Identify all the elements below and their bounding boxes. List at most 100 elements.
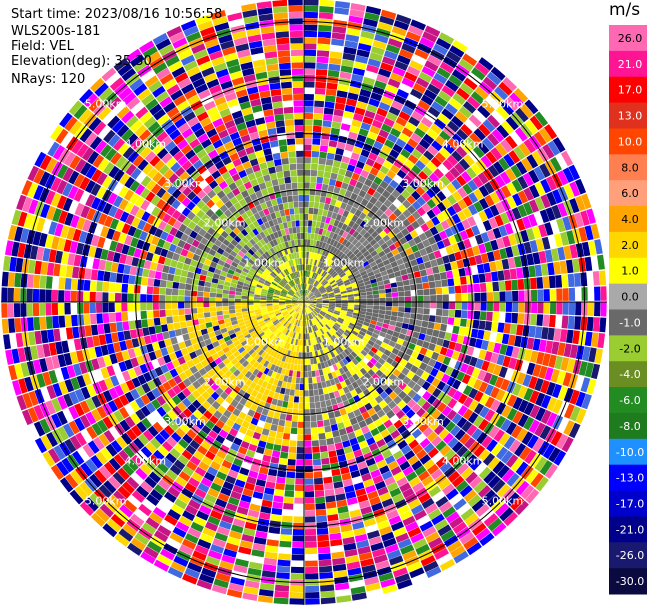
ray-gate xyxy=(388,515,402,526)
ray-gate xyxy=(508,233,517,246)
ray-gate xyxy=(359,88,372,98)
ray-gate xyxy=(290,338,295,345)
ray-gate xyxy=(377,317,384,323)
ray-gate xyxy=(291,547,304,555)
ray-gate xyxy=(216,293,223,298)
ray-gate xyxy=(367,302,374,306)
ray-gate xyxy=(534,111,549,127)
ray-gate xyxy=(311,279,316,286)
ray-gate xyxy=(315,316,320,323)
ray-gate xyxy=(309,285,314,291)
ray-gate xyxy=(518,290,525,302)
ray-gate xyxy=(312,279,317,286)
ray-gate xyxy=(487,456,500,470)
ray-gate xyxy=(387,230,396,239)
ray-gate xyxy=(223,314,230,319)
ray-gate xyxy=(130,472,144,485)
ray-gate xyxy=(348,220,356,228)
ray-gate xyxy=(279,374,285,381)
ray-gate xyxy=(228,294,235,299)
ray-gate xyxy=(517,413,529,428)
ray-gate xyxy=(524,302,531,313)
ray-gate xyxy=(252,431,262,440)
ray-gate xyxy=(320,362,326,369)
ray-gate xyxy=(426,198,437,209)
ray-gate xyxy=(459,531,475,545)
ray-gate xyxy=(492,227,502,239)
ray-gate xyxy=(425,531,440,544)
ray-gate xyxy=(450,545,466,558)
ray-gate xyxy=(254,485,265,494)
ray-gate xyxy=(311,286,316,293)
ray-gate xyxy=(345,315,352,320)
ray-gate xyxy=(148,269,156,279)
ray-gate xyxy=(463,489,477,503)
ray-gate xyxy=(126,459,139,472)
ray-gate xyxy=(574,375,585,391)
ray-gate xyxy=(342,358,349,366)
ray-gate xyxy=(350,403,359,412)
ray-gate xyxy=(367,339,375,347)
ray-gate xyxy=(395,532,410,543)
ray-gate xyxy=(306,314,308,321)
ray-gate xyxy=(288,316,293,323)
ray-gate xyxy=(423,150,435,161)
ray-gate xyxy=(522,374,532,387)
ray-gate xyxy=(295,319,299,326)
ray-gate xyxy=(435,315,442,324)
ray-gate xyxy=(309,326,313,333)
ray-gate xyxy=(371,365,379,373)
ray-gate xyxy=(493,291,500,302)
ray-gate xyxy=(427,54,442,67)
ray-gate xyxy=(317,247,322,254)
ray-gate xyxy=(127,293,134,302)
ray-gate xyxy=(346,561,361,570)
ray-gate xyxy=(439,61,455,74)
ray-gate xyxy=(397,538,412,549)
ray-gate xyxy=(327,386,334,394)
ray-gate xyxy=(414,465,427,476)
ray-gate xyxy=(290,573,304,580)
ray-gate xyxy=(402,340,410,348)
ray-gate xyxy=(108,302,115,313)
ray-gate xyxy=(292,338,297,345)
ray-gate xyxy=(455,293,462,302)
ray-gate xyxy=(360,298,367,302)
ray-gate xyxy=(411,573,428,585)
ray-gate xyxy=(309,319,313,326)
ray-gate xyxy=(305,308,308,314)
ray-gate xyxy=(364,192,373,202)
ray-gate xyxy=(400,328,408,335)
ray-gate xyxy=(277,380,283,388)
ray-gate xyxy=(326,331,332,338)
ray-gate xyxy=(397,439,408,450)
ray-gate xyxy=(445,488,459,501)
ray-gate xyxy=(319,196,326,204)
ray-gate xyxy=(304,297,308,302)
ray-gate xyxy=(70,303,78,315)
ray-gate xyxy=(322,341,327,348)
ray-gate xyxy=(321,464,331,472)
ray-gate xyxy=(164,514,178,526)
ray-gate xyxy=(317,336,322,343)
ray-gate xyxy=(275,482,285,490)
ray-gate xyxy=(317,314,323,320)
ray-gate xyxy=(276,339,282,346)
ray-gate xyxy=(458,58,474,72)
ray-gate xyxy=(468,256,477,266)
ray-gate xyxy=(341,246,348,253)
ray-gate xyxy=(301,308,303,315)
ray-gate xyxy=(257,378,264,387)
ray-gate xyxy=(280,528,293,535)
ray-gate xyxy=(399,482,412,493)
ray-gate xyxy=(308,294,314,299)
ray-gate xyxy=(127,284,135,294)
ray-gate xyxy=(427,274,435,282)
ray-gate xyxy=(392,493,405,504)
ray-gate xyxy=(405,521,419,532)
ray-gate xyxy=(314,308,320,313)
ray-gate xyxy=(360,257,368,264)
ray-gate xyxy=(14,272,22,288)
ray-gate xyxy=(287,376,293,383)
ray-gate xyxy=(323,282,330,288)
